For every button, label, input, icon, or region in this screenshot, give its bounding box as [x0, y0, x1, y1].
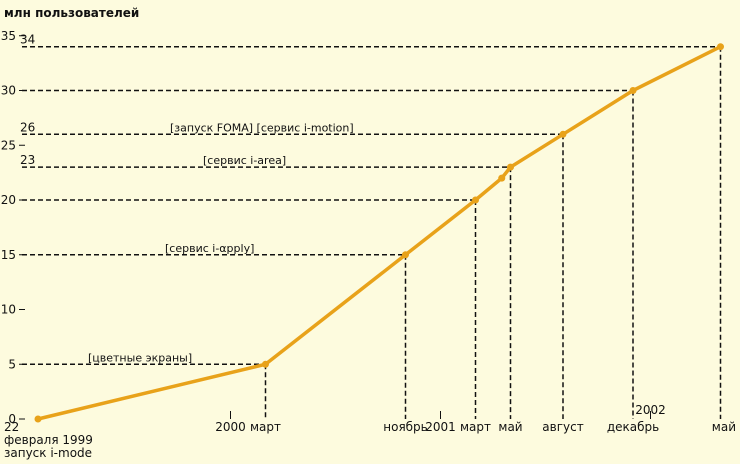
annotation-label: [запуск FOMA] [сервис i-motion]: [170, 121, 354, 134]
value-label: 26: [20, 120, 35, 134]
data-point: [262, 360, 269, 368]
annotation-label: [цветные экраны]: [88, 351, 192, 364]
x-tick-label: 22: [4, 420, 19, 434]
y-tick-labels: 0 5 10 15 20 25 30 35: [1, 29, 25, 426]
value-label: 23: [20, 153, 35, 167]
y-tick-label: 10: [1, 303, 16, 317]
value-label: 34: [20, 33, 35, 47]
year-label: 2000: [215, 420, 246, 434]
x-tick-label: ноябрь: [383, 420, 428, 434]
data-point: [559, 130, 567, 138]
data-point: [629, 87, 637, 94]
y-tick-label: 5: [8, 357, 16, 371]
x-tick-label: май: [498, 420, 522, 434]
data-point: [498, 174, 506, 182]
y-axis-title: млн пользователей: [4, 6, 139, 20]
x-tick-label: март: [460, 420, 491, 434]
year-label: 2001: [425, 420, 456, 434]
guide-lines: [22, 45, 722, 419]
annotations: 34 26 23 [цветные экраны] [сервис i-αpply] [с…: [20, 33, 354, 365]
data-point: [34, 415, 42, 423]
y-tick-label: 15: [1, 248, 16, 262]
x-tick-sublabel: февраля 1999: [4, 433, 93, 447]
x-tick-label: май: [712, 420, 736, 434]
annotation-label: [сервис i-area]: [203, 154, 286, 167]
y-tick-label: 35: [1, 29, 16, 43]
y-tick-label: 20: [1, 193, 16, 207]
x-tick-label: август: [542, 420, 583, 434]
x-tick-label: март: [250, 420, 281, 434]
data-point: [507, 163, 514, 171]
data-point: [717, 43, 724, 51]
series-line: [34, 43, 724, 423]
data-point: [402, 251, 409, 259]
x-tick-label: декабрь: [607, 420, 659, 434]
data-point: [472, 196, 479, 204]
x-tick-sublabel: запуск i-mode: [4, 446, 92, 460]
y-tick-label: 30: [1, 84, 16, 98]
y-tick-label: 25: [1, 138, 16, 152]
annotation-label: [сервис i-αpply]: [165, 242, 254, 255]
year-label: 2002: [635, 403, 666, 417]
y-tick-label: 0: [8, 412, 16, 426]
